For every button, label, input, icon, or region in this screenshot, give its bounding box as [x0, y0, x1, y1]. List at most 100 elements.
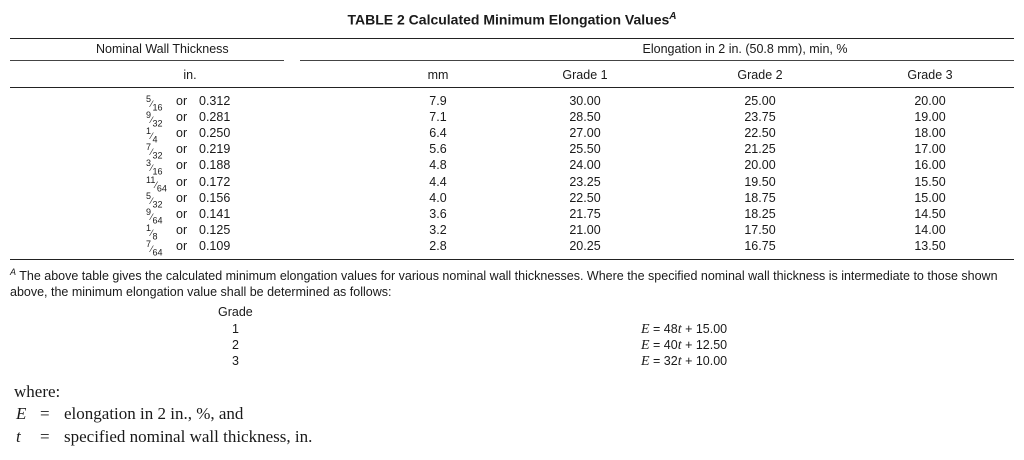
where-description: specified nominal wall thickness, in. — [64, 427, 313, 446]
or-text: or — [176, 94, 188, 108]
fraction-denominator: 4 — [152, 134, 158, 145]
or-text: or — [176, 206, 188, 221]
header-left-underline — [10, 60, 284, 61]
grade-1-value: 24.00 — [569, 158, 601, 173]
thickness-inch: 0.141 — [199, 206, 231, 221]
where-symbol: t — [16, 427, 21, 446]
fraction-denominator: 64 — [152, 215, 163, 226]
grade-3-value: 19.00 — [914, 110, 946, 125]
thickness-inch: 0.172 — [199, 174, 231, 189]
table-row: 3⁄16 or 0.188 4.8 24.00 20.00 16.00 — [0, 158, 1024, 177]
grade-2-value: 19.50 — [744, 174, 776, 189]
table-row: 9⁄32 or 0.281 7.1 28.50 23.75 19.00 — [0, 110, 1024, 129]
fraction-denominator: 64 — [152, 247, 163, 258]
grade-1-value: 25.50 — [569, 142, 601, 157]
fraction-numerator: 9 — [146, 206, 152, 217]
grade-1-value: 20.25 — [569, 238, 601, 253]
header-elongation: Elongation in 2 in. (50.8 mm), min, % — [642, 42, 848, 56]
grade-2-value: 18.25 — [744, 206, 776, 221]
table-row: 11⁄64 or 0.172 4.4 23.25 19.50 15.50 — [0, 174, 1024, 194]
grade-1-value: 27.00 — [569, 126, 601, 141]
footnote-marker: A — [10, 267, 17, 277]
table-row: 9⁄64 or 0.141 3.6 21.75 18.25 14.50 — [0, 206, 1024, 226]
header-bottom-rule — [10, 87, 1014, 88]
grade-3-value: 15.50 — [914, 174, 946, 189]
fraction: 7⁄64 — [146, 238, 163, 258]
fraction: 3⁄16 — [146, 158, 163, 178]
fraction-denominator: 32 — [152, 118, 163, 129]
where-equals: = — [40, 427, 50, 446]
formula-lhs: E — [641, 322, 650, 337]
formula-grade: 3 — [232, 354, 239, 368]
col-header-grade-1: Grade 1 — [562, 68, 608, 82]
col-header-grade-3: Grade 3 — [907, 68, 953, 82]
grade-2-value: 25.00 — [744, 94, 776, 108]
fraction: 5⁄16 — [146, 94, 163, 113]
or-text: or — [176, 190, 188, 205]
table-bottom-rule — [10, 259, 1014, 260]
grade-3-value: 13.50 — [914, 238, 946, 253]
formula-var: t — [677, 322, 682, 337]
where-description: elongation in 2 in., %, and — [64, 404, 244, 423]
fraction: 9⁄64 — [146, 206, 163, 226]
fraction: 11⁄64 — [146, 174, 167, 194]
grade-2-value: 21.25 — [744, 142, 776, 157]
fraction: 1⁄4 — [146, 126, 158, 145]
thickness-mm: 4.4 — [429, 174, 447, 189]
thickness-inch: 0.188 — [199, 158, 231, 173]
thickness-mm: 5.6 — [429, 142, 447, 157]
or-text: or — [176, 174, 188, 189]
where-label: where: — [14, 382, 61, 401]
formula-equation: E = 40t + 12.50 — [641, 338, 727, 354]
fraction: 1⁄8 — [146, 222, 158, 242]
table-row: 7⁄32 or 0.219 5.6 25.50 21.25 17.00 — [0, 142, 1024, 161]
formula-rest: + 10.00 — [681, 354, 728, 368]
formula-grade: 1 — [232, 322, 239, 336]
where-definition: t = specified nominal wall thickness, in. — [16, 427, 312, 447]
formula-lhs: E — [641, 354, 650, 369]
table-top-rule — [10, 38, 1014, 39]
thickness-mm: 2.8 — [429, 238, 447, 253]
or-text: or — [176, 142, 188, 157]
formula-equation: E = 32t + 10.00 — [641, 354, 727, 370]
grade-2-value: 17.50 — [744, 222, 776, 237]
formula-rest: + 15.00 — [681, 322, 728, 336]
fraction: 5⁄32 — [146, 190, 163, 210]
or-text: or — [176, 126, 188, 141]
fraction-denominator: 32 — [152, 150, 163, 161]
or-text: or — [176, 110, 188, 125]
thickness-mm: 7.1 — [429, 110, 447, 125]
fraction-numerator: 3 — [146, 158, 152, 169]
fraction-denominator: 32 — [152, 199, 163, 210]
thickness-inch: 0.250 — [199, 126, 231, 141]
where-equals: = — [40, 404, 50, 423]
grade-1-value: 21.00 — [569, 222, 601, 237]
fraction-numerator: 9 — [146, 110, 152, 121]
thickness-inch: 0.312 — [199, 94, 231, 108]
formula-grade: 2 — [232, 338, 239, 352]
thickness-mm: 6.4 — [429, 126, 447, 141]
or-text: or — [176, 158, 188, 173]
fraction: 9⁄32 — [146, 110, 163, 129]
grade-3-value: 15.00 — [914, 190, 946, 205]
fraction-numerator: 11 — [146, 174, 156, 185]
table-row: 7⁄64 or 0.109 2.8 20.25 16.75 13.50 — [0, 238, 1024, 258]
or-text: or — [176, 222, 188, 237]
grade-1-value: 30.00 — [569, 94, 601, 108]
header-right-underline — [300, 60, 1014, 61]
thickness-mm: 3.6 — [429, 206, 447, 221]
fraction-numerator: 1 — [146, 222, 152, 233]
fraction-numerator: 5 — [146, 94, 152, 104]
header-nominal-wall-thickness: Nominal Wall Thickness — [96, 42, 229, 56]
thickness-mm: 4.8 — [429, 158, 447, 173]
grade-1-value: 28.50 — [569, 110, 601, 125]
formula-grade-header: Grade — [218, 305, 253, 319]
table-row: 5⁄16 or 0.312 7.9 30.00 25.00 20.00 — [0, 94, 1024, 113]
formula-coef: = 32 — [649, 354, 678, 368]
grade-1-value: 22.50 — [569, 190, 601, 205]
grade-3-value: 20.00 — [914, 94, 946, 108]
thickness-mm: 4.0 — [429, 190, 447, 205]
footnote-text: The above table gives the calculated min… — [10, 269, 998, 300]
grade-1-value: 23.25 — [569, 174, 601, 189]
col-header-mm: mm — [427, 68, 449, 82]
